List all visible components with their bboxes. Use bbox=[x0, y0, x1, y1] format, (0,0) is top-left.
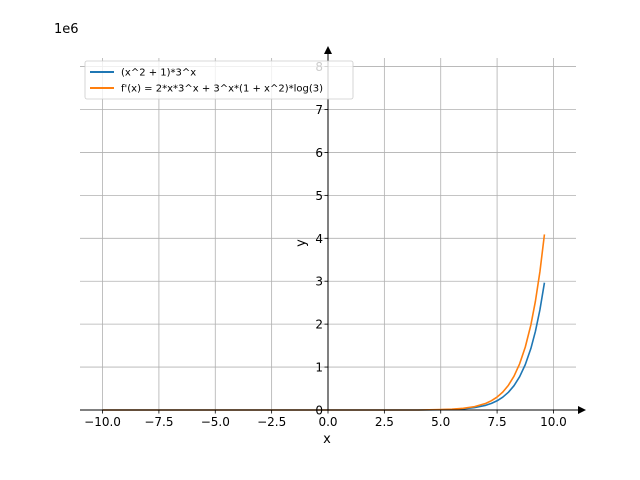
x-tick-label-4: 0.0 bbox=[318, 415, 337, 429]
x-axis-arrow bbox=[578, 406, 586, 414]
tick-labels: −10.0 −7.5 −5.0 −2.5 0.0 2.5 5.0 7.5 10.0 0 1 2 3 4 5 6… bbox=[84, 60, 567, 429]
series-layer bbox=[102, 234, 546, 411]
x-axis-label: x bbox=[323, 432, 331, 447]
y-tick-label-3: 3 bbox=[315, 275, 323, 289]
x-tick-label-1: −7.5 bbox=[144, 415, 173, 429]
y-tick-label-4: 4 bbox=[315, 232, 323, 246]
y-tick-label-6: 6 bbox=[315, 146, 323, 160]
y-tick-label-5: 5 bbox=[315, 189, 323, 203]
legend: (x^2 + 1)*3^x f'(x) = 2*x*3^x + 3^x*(1 +… bbox=[84, 60, 354, 100]
y-tick-label-2: 2 bbox=[315, 318, 323, 332]
x-tick-label-3: −2.5 bbox=[257, 415, 286, 429]
legend-label-series-2: f'(x) = 2*x*3^x + 3^x*(1 + x^2)*log(3) bbox=[121, 84, 323, 95]
series-line-1 bbox=[102, 282, 546, 411]
legend-box bbox=[84, 60, 354, 100]
y-tick-label-7: 7 bbox=[315, 103, 323, 117]
series-line-2 bbox=[102, 234, 546, 411]
y-offset-label: 1e6 bbox=[54, 22, 79, 37]
x-tick-label-8: 10.0 bbox=[540, 415, 567, 429]
x-tick-label-0: −10.0 bbox=[84, 415, 121, 429]
x-tick-label-7: 7.5 bbox=[488, 415, 507, 429]
y-tick-label-1: 1 bbox=[315, 361, 323, 375]
y-tick-label-0: 0 bbox=[315, 404, 323, 418]
axes bbox=[80, 46, 586, 414]
x-tick-label-5: 2.5 bbox=[375, 415, 394, 429]
y-axis-label: y bbox=[294, 239, 309, 247]
x-tick-label-6: 5.0 bbox=[431, 415, 450, 429]
legend-label-series-1: (x^2 + 1)*3^x bbox=[121, 68, 196, 79]
y-axis-arrow bbox=[324, 46, 332, 54]
x-tick-label-2: −5.0 bbox=[201, 415, 230, 429]
